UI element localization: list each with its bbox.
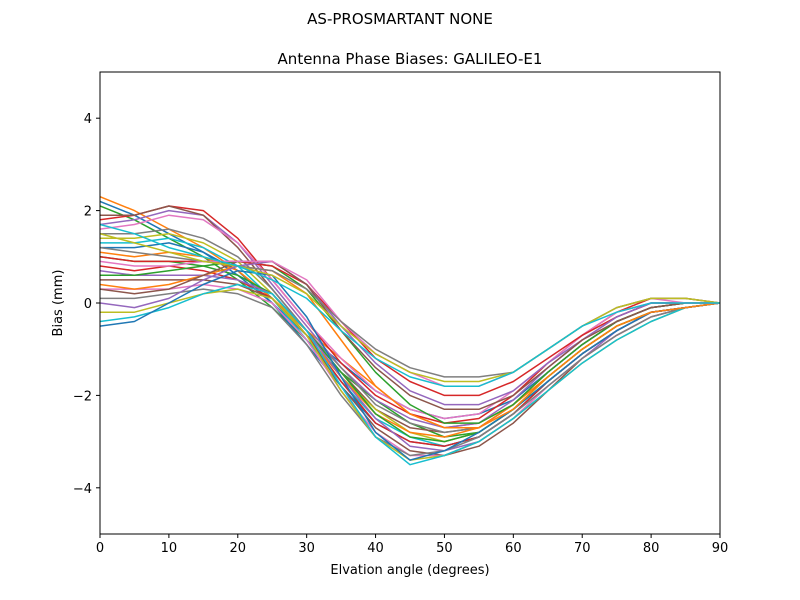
y-tick-label: −2 [73, 389, 92, 404]
x-tick-label: 90 [712, 541, 729, 556]
x-tick-label: 50 [436, 541, 453, 556]
y-axis-ticks: −4 −2 0 2 4 [73, 112, 100, 497]
y-axis-label: Bias (mm) [51, 270, 66, 337]
series-layer [100, 196, 720, 466]
x-tick-label: 60 [505, 541, 522, 556]
series-line-25 [100, 260, 720, 406]
chart-title: Antenna Phase Biases: GALILEO-E1 [278, 50, 543, 68]
y-tick-label: −4 [73, 482, 92, 497]
series-line-18 [100, 288, 720, 457]
x-tick-label: 30 [298, 541, 315, 556]
x-axis-ticks: 0 10 20 30 40 50 60 70 80 90 [96, 534, 728, 556]
y-tick-label: 0 [84, 297, 92, 312]
x-tick-label: 20 [230, 541, 247, 556]
y-tick-label: 4 [84, 112, 92, 127]
x-tick-label: 80 [643, 541, 660, 556]
x-axis-label: Elvation angle (degrees) [330, 563, 489, 578]
x-tick-label: 40 [367, 541, 384, 556]
x-tick-label: 0 [96, 541, 104, 556]
series-line-30 [100, 223, 720, 387]
series-line-20 [100, 283, 720, 466]
series-line-26 [100, 260, 720, 411]
figure-suptitle: AS-PROSMARTANT NONE [307, 10, 493, 28]
x-tick-label: 10 [161, 541, 178, 556]
series-line-21 [100, 269, 720, 461]
series-line-29 [100, 232, 720, 383]
y-tick-label: 2 [84, 205, 92, 220]
x-tick-label: 70 [574, 541, 591, 556]
